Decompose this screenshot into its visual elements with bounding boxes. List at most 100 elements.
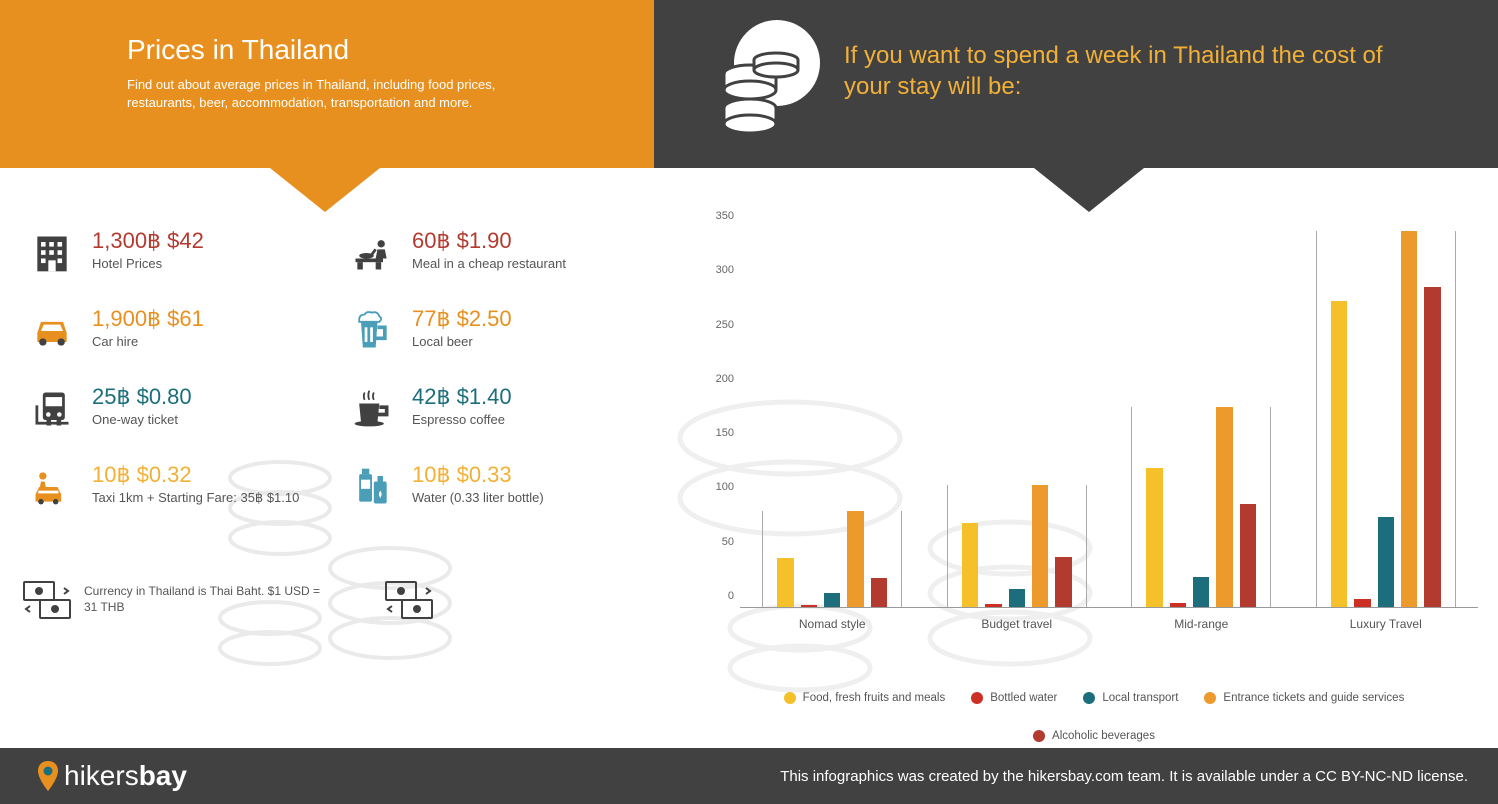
logo-text-1: hikers bbox=[64, 760, 139, 791]
y-tick: 150 bbox=[716, 427, 734, 439]
car-icon bbox=[22, 306, 82, 356]
legend-label: Entrance tickets and guide services bbox=[1223, 692, 1404, 704]
bar bbox=[847, 511, 863, 607]
bar bbox=[1146, 468, 1162, 607]
price-label: One-way ticket bbox=[92, 412, 192, 427]
price-label: Espresso coffee bbox=[412, 412, 512, 427]
logo-text-2: bay bbox=[139, 760, 187, 791]
page-title: Prices in Thailand bbox=[127, 34, 654, 66]
header: Prices in Thailand Find out about averag… bbox=[0, 0, 1498, 168]
chart-area: 050100150200250300350 Nomad styleBudget … bbox=[680, 228, 1498, 742]
y-axis: 050100150200250300350 bbox=[710, 228, 740, 608]
water-icon bbox=[342, 462, 402, 512]
price-label: Hotel Prices bbox=[92, 256, 204, 271]
coffee-icon bbox=[342, 384, 402, 434]
price-item-taxi: 10฿ $0.32 Taxi 1km + Starting Fare: 35฿ $… bbox=[22, 462, 342, 512]
chart-legend: Food, fresh fruits and mealsBottled wate… bbox=[680, 692, 1478, 742]
beer-icon bbox=[342, 306, 402, 356]
bus-icon bbox=[22, 384, 82, 434]
meal-icon bbox=[342, 228, 402, 278]
exchange-icon bbox=[22, 580, 72, 620]
bar bbox=[1170, 603, 1186, 607]
pin-icon bbox=[36, 761, 60, 791]
legend-item: Entrance tickets and guide services bbox=[1204, 692, 1404, 704]
content-area: 1,300฿ $42 Hotel Prices 1,900฿ $61 Car hire… bbox=[0, 168, 1498, 742]
bar bbox=[1009, 589, 1025, 607]
price-label: Meal in a cheap restaurant bbox=[412, 256, 566, 271]
bar bbox=[777, 558, 793, 607]
bar bbox=[1055, 557, 1071, 607]
price-label: Taxi 1km + Starting Fare: 35฿ $1.10 bbox=[92, 490, 299, 506]
y-tick: 250 bbox=[716, 319, 734, 331]
bar bbox=[1424, 287, 1440, 607]
header-left-panel: Prices in Thailand Find out about averag… bbox=[0, 0, 654, 168]
x-label: Budget travel bbox=[948, 617, 1086, 631]
price-item-car: 1,900฿ $61 Car hire bbox=[22, 306, 342, 356]
y-tick: 50 bbox=[722, 536, 734, 548]
bar-group: Budget travel bbox=[947, 485, 1087, 607]
price-label: Car hire bbox=[92, 334, 204, 349]
logo: hikersbay bbox=[36, 760, 187, 792]
x-label: Mid-range bbox=[1132, 617, 1270, 631]
legend-item: Alcoholic beverages bbox=[1033, 730, 1155, 742]
price-item-beer: 77฿ $2.50 Local beer bbox=[342, 306, 662, 356]
header-right-panel: If you want to spend a week in Thailand … bbox=[654, 0, 1498, 168]
bar-group: Mid-range bbox=[1131, 407, 1271, 607]
price-value: 77฿ $2.50 bbox=[412, 306, 512, 332]
header-right-text: If you want to spend a week in Thailand … bbox=[844, 42, 1383, 100]
bar bbox=[962, 523, 978, 607]
bar-group: Luxury Travel bbox=[1316, 231, 1456, 607]
y-tick: 350 bbox=[716, 210, 734, 222]
legend-label: Alcoholic beverages bbox=[1052, 730, 1155, 742]
y-tick: 200 bbox=[716, 373, 734, 385]
hotel-icon bbox=[22, 228, 82, 278]
y-tick: 100 bbox=[716, 481, 734, 493]
taxi-icon bbox=[22, 462, 82, 512]
price-value: 60฿ $1.90 bbox=[412, 228, 566, 254]
price-value: 1,900฿ $61 bbox=[92, 306, 204, 332]
bar bbox=[1216, 407, 1232, 607]
price-value: 10฿ $0.32 bbox=[92, 462, 299, 488]
bar-chart: 050100150200250300350 Nomad styleBudget … bbox=[710, 228, 1478, 658]
chart-plot: Nomad style Budget travel Mid-range Luxury … bbox=[740, 228, 1478, 608]
price-col-right: 60฿ $1.90 Meal in a cheap restaurant 77฿ $… bbox=[342, 228, 662, 540]
y-tick: 300 bbox=[716, 264, 734, 276]
price-item-hotel: 1,300฿ $42 Hotel Prices bbox=[22, 228, 342, 278]
x-label: Luxury Travel bbox=[1317, 617, 1455, 631]
bar bbox=[1032, 485, 1048, 607]
legend-dot bbox=[1033, 730, 1045, 742]
legend-dot bbox=[1204, 692, 1216, 704]
currency-note: Currency in Thailand is Thai Baht. $1 US… bbox=[84, 584, 324, 615]
footer: hikersbay This infographics was created … bbox=[0, 748, 1498, 804]
bar bbox=[871, 578, 887, 607]
price-item-bus: 25฿ $0.80 One-way ticket bbox=[22, 384, 342, 434]
bar-group: Nomad style bbox=[762, 511, 902, 607]
footer-text: This infographics was created by the hik… bbox=[780, 768, 1468, 785]
x-label: Nomad style bbox=[763, 617, 901, 631]
currency-row: Currency in Thailand is Thai Baht. $1 US… bbox=[22, 580, 680, 620]
price-value: 10฿ $0.33 bbox=[412, 462, 544, 488]
bar bbox=[1378, 517, 1394, 607]
price-item-water: 10฿ $0.33 Water (0.33 liter bottle) bbox=[342, 462, 662, 512]
price-value: 42฿ $1.40 bbox=[412, 384, 512, 410]
bar bbox=[801, 605, 817, 607]
y-tick: 0 bbox=[728, 590, 734, 602]
bar bbox=[1354, 599, 1370, 607]
exchange-icon bbox=[384, 580, 434, 620]
price-value: 1,300฿ $42 bbox=[92, 228, 204, 254]
bar bbox=[824, 593, 840, 607]
price-value: 25฿ $0.80 bbox=[92, 384, 192, 410]
bar bbox=[985, 604, 1001, 607]
bar bbox=[1331, 301, 1347, 607]
price-label: Water (0.33 liter bottle) bbox=[412, 490, 544, 505]
prices-panel: 1,300฿ $42 Hotel Prices 1,900฿ $61 Car hire… bbox=[0, 228, 680, 742]
price-col-left: 1,300฿ $42 Hotel Prices 1,900฿ $61 Car hire… bbox=[22, 228, 342, 540]
bar bbox=[1193, 577, 1209, 607]
price-item-meal: 60฿ $1.90 Meal in a cheap restaurant bbox=[342, 228, 662, 278]
bar bbox=[1401, 231, 1417, 607]
bar bbox=[1240, 504, 1256, 607]
page-subtitle: Find out about average prices in Thailan… bbox=[127, 76, 567, 112]
coins-circle-icon bbox=[694, 20, 824, 150]
price-label: Local beer bbox=[412, 334, 512, 349]
price-item-coffee: 42฿ $1.40 Espresso coffee bbox=[342, 384, 662, 434]
